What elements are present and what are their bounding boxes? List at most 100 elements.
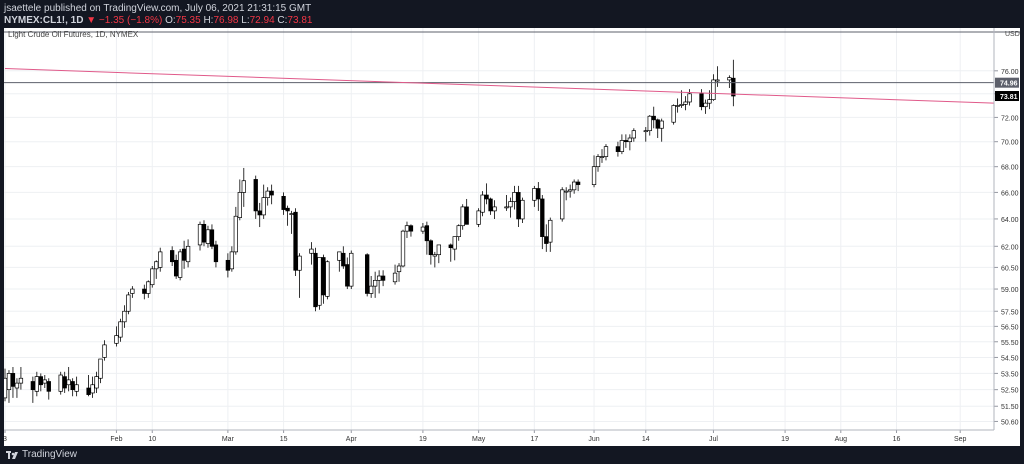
candle-body-up [560,189,565,220]
candle-body-up [158,251,163,268]
candle-body-up [504,206,509,209]
y-tick-label: 76.00 [1001,69,1019,76]
candle [452,236,457,261]
candle-body-up [492,206,497,212]
candle [150,265,155,288]
candle [309,242,314,265]
candle [372,271,378,298]
candle-body-down [257,210,262,216]
candle [679,90,684,108]
candle [70,378,75,397]
candle-body-up [241,180,246,193]
candle-body-up [675,105,680,107]
candle [564,187,569,201]
candle-body-up [396,265,402,273]
candle-body-up [392,272,398,283]
candle-body-up [436,244,441,256]
candle [508,197,513,218]
candle-body-up [671,105,676,123]
candle-body-down [615,146,621,152]
candle [560,187,565,222]
down-arrow-icon: ▼ [86,15,97,26]
candle [369,276,374,298]
candle [448,243,453,262]
price-axis: 50.60 51.50 52.50 53.50 54.50 55.50 56.50 57.50… [993,28,1019,430]
candle-body-up [404,225,410,232]
candle [365,253,370,297]
candle [325,260,330,300]
candle [281,192,286,215]
y-tick-label: 53.50 [1001,371,1019,378]
price-chart[interactable]: 50.60 51.50 52.50 53.50 54.50 55.50 56.50 57.50… [2,28,1020,446]
candle-body-up [325,261,330,297]
candle [396,263,402,282]
candle [66,366,71,392]
tradingview-logo-icon [6,451,18,459]
candle [532,185,537,207]
candle [146,280,151,298]
candle [114,326,119,347]
candle [711,74,716,101]
candle-body-up [261,197,266,216]
candle-body-down [516,192,521,220]
candle [380,270,386,287]
candle-body-up [34,376,39,392]
price-label-background [995,91,1019,102]
candle [269,184,274,205]
candle [241,167,246,207]
candle-body-up [460,206,465,227]
y-tick-label: 57.50 [1001,309,1019,316]
candle [253,175,258,219]
candle [671,104,676,125]
candle-body-down [293,211,298,271]
candle [102,340,107,361]
candle-body-down [699,93,704,108]
candle [623,134,629,148]
candle-body-up [154,261,159,270]
y-tick-label: 50.60 [1001,419,1019,426]
publish-info: jsaettele published on TradingView.com, … [4,3,312,14]
low-value: 72.94 [249,15,275,26]
candle [86,375,91,397]
chart-panel[interactable]: 50.60 51.50 52.50 53.50 54.50 55.50 56.50 57.50… [2,28,1020,446]
price-label-text: 73.81 [1000,94,1018,101]
candle [317,257,322,310]
candle-body-up [679,103,684,106]
candle-body-up [317,257,322,306]
candle-body-down [424,225,430,242]
candle [10,366,16,398]
candle-body-down [213,244,219,263]
candle-body-up [114,335,119,344]
candle-body-up [309,248,314,254]
y-tick-label: 55.50 [1001,340,1019,347]
candle-body-up [659,120,664,129]
candle-body-down [38,376,43,386]
candle [2,368,8,402]
candle-body-down [623,140,629,143]
candle-body-down [655,119,660,129]
candle [345,257,350,290]
y-tick-label: 62.00 [1001,244,1019,251]
candle-body-down [536,188,541,200]
candle-body-up [564,190,569,193]
candle-body-up [146,281,151,294]
candle [376,270,382,294]
candle [540,195,545,250]
candle [420,222,426,234]
candle [285,205,290,226]
candle [647,115,652,136]
candle [683,96,688,111]
overlays [4,31,1020,104]
candle-body-down [170,250,175,263]
candle-body-down [464,206,469,225]
footer-bar: TradingView [0,446,1024,464]
candle [568,184,573,198]
candle-body-up [229,251,235,270]
candle-body-down [142,288,147,294]
publish-header: jsaettele published on TradingView.com, … [0,0,1024,28]
candle-body-up [66,379,71,386]
candle-body-up [150,268,155,286]
candle-body-up [265,190,270,199]
candle-body-up [627,137,633,143]
candle [185,239,191,268]
